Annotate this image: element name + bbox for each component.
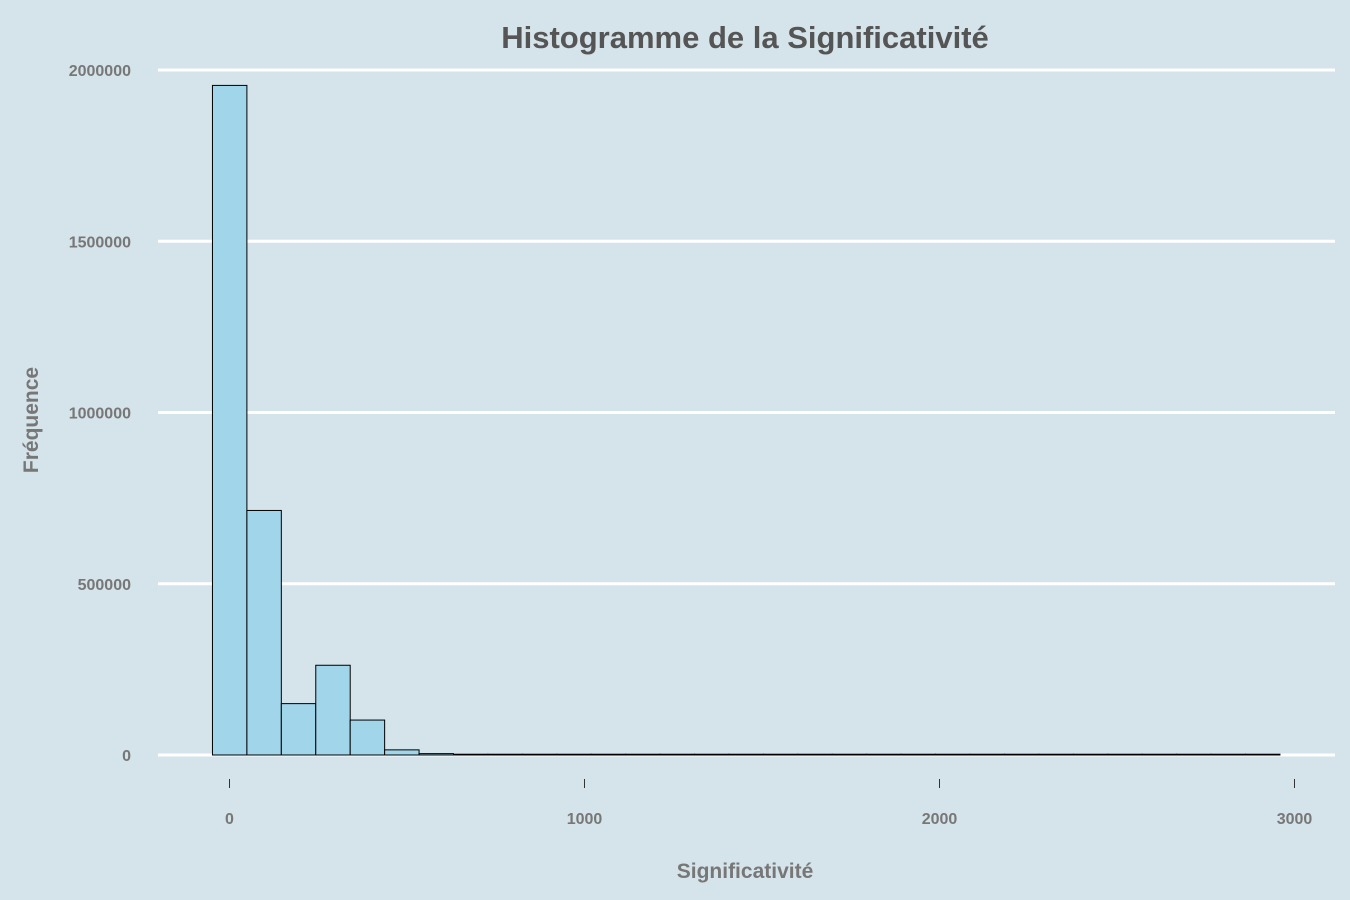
chart-title: Histogramme de la Significativité (501, 20, 989, 55)
histogram-bar (625, 753, 661, 756)
grid-lines (158, 68, 1335, 757)
y-tick-label: 500000 (78, 577, 131, 594)
histogram-bar (384, 749, 420, 756)
histogram-bar (315, 664, 351, 756)
histogram-bar (831, 753, 868, 756)
histogram-bar (1107, 753, 1143, 756)
histogram-bar (1003, 753, 1040, 756)
histogram-bar (969, 753, 1005, 756)
histogram-bar (762, 753, 799, 756)
histogram-bar (694, 753, 730, 756)
y-tick-label: 1000000 (69, 406, 131, 423)
histogram-bar (1141, 753, 1178, 756)
x-tick-label: 1000 (567, 811, 603, 828)
histogram-bar (349, 719, 386, 756)
histogram-bar (590, 753, 627, 756)
x-tick-label: 2000 (922, 811, 958, 828)
histogram-bar (418, 753, 455, 756)
histogram-bars (211, 84, 1281, 756)
histogram-bar (1245, 753, 1281, 756)
histogram-bar (866, 753, 902, 756)
y-axis-title: Fréquence (20, 367, 43, 473)
histogram-bar (556, 753, 592, 756)
histogram-bar (453, 753, 489, 756)
histogram-bar (280, 703, 317, 756)
y-axis-ticks: 0 500000 1000000 1500000 2000000 (69, 63, 131, 765)
histogram-bar (728, 753, 764, 756)
y-tick-label: 0 (122, 748, 131, 765)
histogram-bar (1176, 753, 1212, 756)
histogram-bar (935, 753, 971, 756)
histogram-bar (900, 753, 937, 756)
y-tick-label: 1500000 (69, 234, 131, 251)
x-axis-ticks: 0 1000 2000 3000 (225, 779, 1312, 828)
histogram-bar (487, 753, 523, 756)
histogram-bar (1072, 753, 1109, 756)
histogram-bar (797, 753, 833, 756)
histogram-bar (521, 753, 558, 756)
histogram-bar (246, 509, 282, 756)
y-tick-label: 2000000 (69, 63, 131, 80)
histogram-bar (1038, 753, 1074, 756)
histogram-bar (659, 753, 696, 756)
histogram-bar (211, 84, 248, 756)
x-tick-label: 3000 (1277, 811, 1313, 828)
histogram-bar (1210, 753, 1247, 756)
x-axis-title: Significativité (677, 860, 814, 883)
x-tick-label: 0 (225, 811, 234, 828)
